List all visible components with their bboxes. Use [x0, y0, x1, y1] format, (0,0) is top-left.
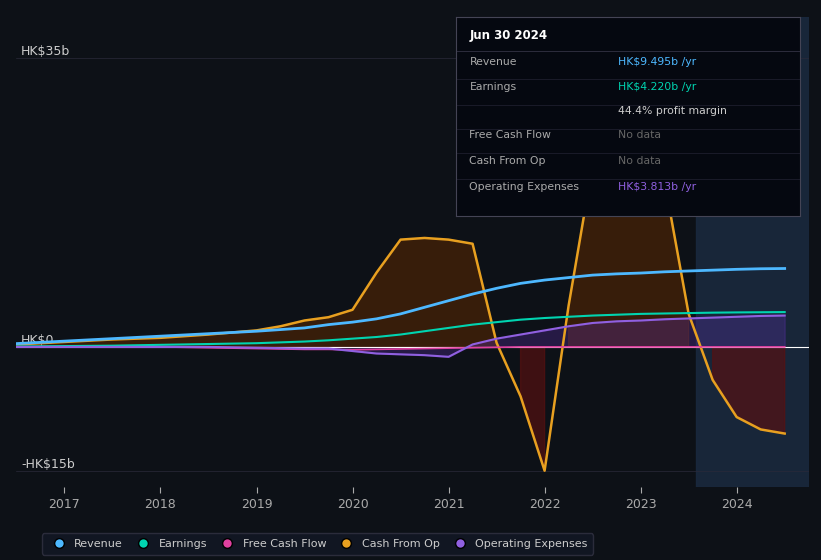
- Text: HK$3.813b /yr: HK$3.813b /yr: [617, 182, 696, 192]
- Text: HK$35b: HK$35b: [21, 45, 71, 58]
- Text: 44.4% profit margin: 44.4% profit margin: [617, 106, 727, 116]
- Text: No data: No data: [617, 156, 661, 166]
- Text: Free Cash Flow: Free Cash Flow: [470, 130, 552, 140]
- Text: -HK$15b: -HK$15b: [21, 458, 75, 471]
- Text: Operating Expenses: Operating Expenses: [470, 182, 580, 192]
- Text: HK$0: HK$0: [21, 334, 55, 347]
- Bar: [696, 17, 809, 487]
- Text: No data: No data: [617, 130, 661, 140]
- Legend: Revenue, Earnings, Free Cash Flow, Cash From Op, Operating Expenses: Revenue, Earnings, Free Cash Flow, Cash …: [42, 534, 593, 554]
- Text: Jun 30 2024: Jun 30 2024: [470, 29, 548, 42]
- Text: Earnings: Earnings: [470, 82, 516, 92]
- Text: HK$4.220b /yr: HK$4.220b /yr: [617, 82, 696, 92]
- Text: Cash From Op: Cash From Op: [470, 156, 546, 166]
- Text: HK$9.495b /yr: HK$9.495b /yr: [617, 57, 696, 67]
- Text: Revenue: Revenue: [470, 57, 517, 67]
